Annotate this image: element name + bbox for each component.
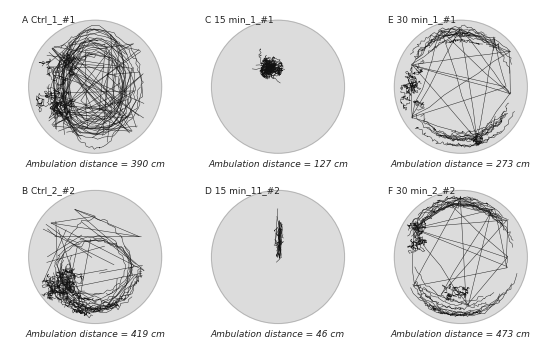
Text: Ambulation distance = 273 cm: Ambulation distance = 273 cm: [391, 160, 531, 169]
Circle shape: [394, 20, 527, 153]
Circle shape: [211, 190, 345, 323]
Text: A Ctrl_1_#1: A Ctrl_1_#1: [22, 15, 75, 24]
Text: Ambulation distance = 46 cm: Ambulation distance = 46 cm: [211, 330, 345, 339]
Text: E 30 min_1_#1: E 30 min_1_#1: [388, 15, 455, 24]
Text: D 15 min_11_#2: D 15 min_11_#2: [205, 186, 280, 195]
Text: Ambulation distance = 419 cm: Ambulation distance = 419 cm: [25, 330, 165, 339]
Circle shape: [211, 20, 345, 153]
Text: F 30 min_2_#2: F 30 min_2_#2: [388, 186, 455, 195]
Circle shape: [29, 20, 162, 153]
Text: Ambulation distance = 473 cm: Ambulation distance = 473 cm: [391, 330, 531, 339]
Text: B Ctrl_2_#2: B Ctrl_2_#2: [22, 186, 75, 195]
Text: C 15 min_1_#1: C 15 min_1_#1: [205, 15, 274, 24]
Circle shape: [394, 190, 527, 323]
Circle shape: [29, 190, 162, 323]
Text: Ambulation distance = 390 cm: Ambulation distance = 390 cm: [25, 160, 165, 169]
Text: Ambulation distance = 127 cm: Ambulation distance = 127 cm: [208, 160, 348, 169]
